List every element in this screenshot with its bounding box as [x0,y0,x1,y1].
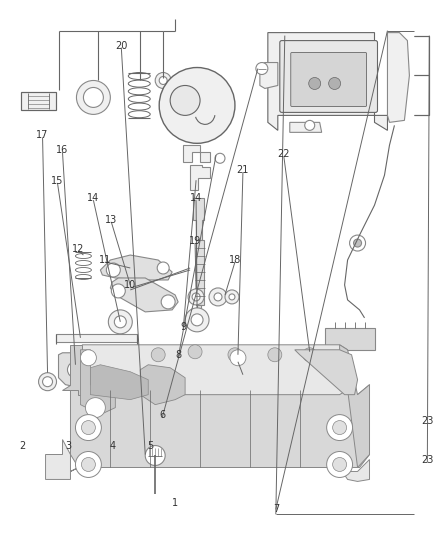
Polygon shape [140,365,185,405]
Circle shape [229,294,235,300]
FancyBboxPatch shape [291,53,367,107]
Polygon shape [90,365,148,400]
Circle shape [209,288,227,306]
Text: 14: 14 [190,193,202,203]
Circle shape [155,72,171,88]
Polygon shape [110,278,178,312]
Circle shape [81,457,95,472]
Circle shape [111,284,125,298]
Polygon shape [190,165,210,190]
Polygon shape [196,240,204,305]
Text: 11: 11 [99,255,112,265]
Circle shape [188,345,202,359]
Circle shape [159,77,167,84]
Polygon shape [71,385,370,467]
Circle shape [85,398,106,417]
Circle shape [75,451,101,478]
Polygon shape [78,345,348,394]
Circle shape [81,350,96,366]
Circle shape [353,239,361,247]
Polygon shape [100,255,172,280]
Text: 3: 3 [65,441,71,450]
Circle shape [214,293,222,301]
Circle shape [145,446,165,465]
Circle shape [327,451,353,478]
Text: 20: 20 [115,41,127,51]
Circle shape [188,289,204,305]
Text: 1: 1 [172,498,178,508]
Circle shape [225,290,239,304]
Text: 5: 5 [147,441,153,450]
Circle shape [332,457,346,472]
Text: 14: 14 [87,193,99,203]
Polygon shape [21,92,56,110]
Polygon shape [63,345,82,394]
Circle shape [228,348,242,362]
Text: 7: 7 [273,504,279,514]
Text: 8: 8 [175,350,181,360]
Circle shape [191,314,203,326]
Circle shape [106,263,120,277]
Text: 15: 15 [51,176,64,186]
Text: 6: 6 [159,410,165,419]
Circle shape [332,421,346,434]
Polygon shape [325,328,374,350]
Circle shape [67,362,83,378]
Text: 16: 16 [57,146,69,155]
Circle shape [327,415,353,441]
Circle shape [81,421,95,434]
Circle shape [170,85,200,116]
Text: 2: 2 [20,441,26,450]
Circle shape [39,373,57,391]
Text: 9: 9 [180,322,186,332]
Text: 23: 23 [421,456,434,465]
Circle shape [268,348,282,362]
Text: 18: 18 [229,255,241,265]
Polygon shape [268,33,388,131]
Circle shape [161,295,175,309]
Polygon shape [193,198,204,240]
Circle shape [328,77,341,90]
Text: 13: 13 [105,215,117,225]
Circle shape [350,235,366,251]
Polygon shape [388,33,410,123]
Circle shape [192,293,200,301]
Text: 10: 10 [124,280,136,290]
Circle shape [230,350,246,366]
Polygon shape [46,440,370,481]
Circle shape [83,87,103,108]
Circle shape [108,310,132,334]
Circle shape [77,80,110,115]
Text: 23: 23 [421,416,434,425]
Polygon shape [183,146,210,162]
Circle shape [151,348,165,362]
Circle shape [157,262,169,274]
FancyBboxPatch shape [280,41,378,112]
Polygon shape [197,305,201,318]
Polygon shape [290,123,321,132]
Circle shape [42,377,53,386]
Text: 19: 19 [189,236,201,246]
Text: 17: 17 [36,131,49,140]
Circle shape [305,120,314,131]
Polygon shape [260,62,278,88]
Bar [56,334,137,342]
Circle shape [114,316,126,328]
Text: 4: 4 [109,441,115,450]
Text: 22: 22 [278,149,290,159]
Polygon shape [295,350,357,394]
Polygon shape [339,345,370,467]
Circle shape [256,62,268,75]
Text: 21: 21 [237,165,249,175]
Circle shape [185,308,209,332]
Circle shape [309,77,321,90]
Polygon shape [81,350,115,415]
Polygon shape [59,353,112,387]
Circle shape [215,154,225,163]
Text: 12: 12 [72,244,85,254]
Circle shape [75,415,101,441]
Circle shape [303,348,317,362]
Circle shape [159,68,235,143]
